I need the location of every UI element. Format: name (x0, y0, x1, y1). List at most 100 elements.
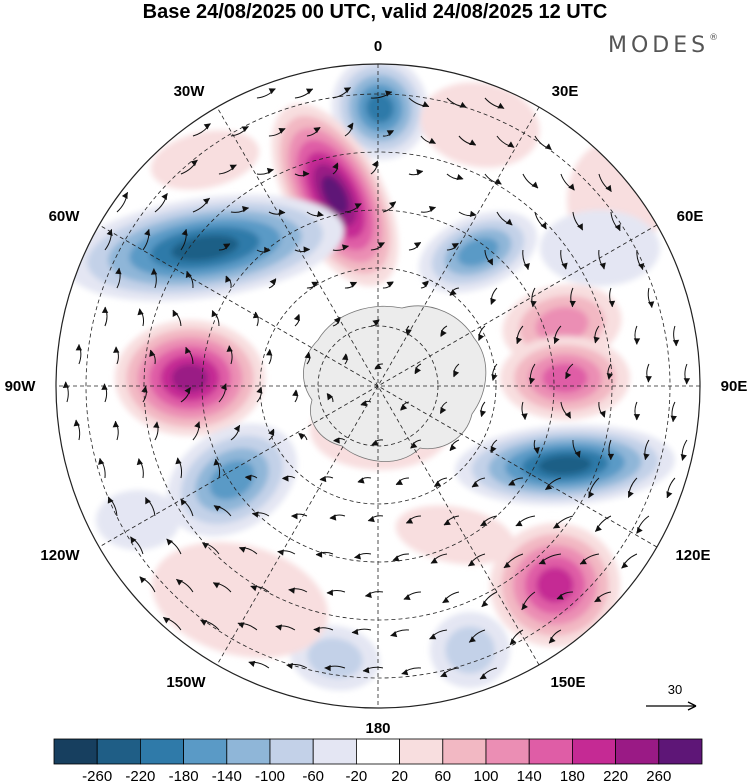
streamline (294, 314, 300, 327)
arrowhead-icon (545, 483, 553, 490)
arrowhead-icon (599, 410, 606, 418)
lon-label-90e: 90E (721, 378, 748, 395)
arrowhead-icon (303, 246, 310, 253)
arrowhead-icon (605, 184, 612, 192)
arrowhead-icon (292, 389, 299, 397)
lon-label-150e: 150E (550, 674, 585, 691)
arrowhead-icon (444, 519, 451, 526)
arrowhead-icon (324, 664, 331, 672)
arrowhead-icon (372, 319, 380, 326)
lon-label-90w: 90W (5, 378, 37, 395)
arrowhead-icon (450, 444, 457, 451)
arrowhead-icon (213, 459, 220, 466)
arrowhead-icon (528, 377, 536, 385)
arrowhead-icon (166, 538, 173, 546)
arrowhead-icon (130, 536, 137, 544)
arrowhead-icon (343, 87, 351, 94)
arrowhead-icon (106, 229, 113, 236)
map-boundary (55, 63, 701, 709)
arrowhead-icon (202, 198, 210, 205)
arrowhead-icon (530, 300, 537, 308)
arrowhead-icon (429, 633, 437, 640)
arrowhead-icon (553, 337, 560, 344)
arrowhead-icon (539, 558, 546, 565)
lon-label-60w: 60W (49, 208, 81, 225)
arrowhead-icon (101, 383, 108, 390)
lon-label-30w: 30W (174, 83, 206, 100)
arrowhead-icon (680, 454, 687, 461)
arrowhead-icon (239, 546, 246, 553)
arrowhead-icon (150, 268, 158, 275)
arrowhead-icon (430, 557, 438, 564)
arrowhead-icon (390, 631, 398, 638)
streamline (440, 325, 448, 337)
arrowhead-icon (523, 263, 530, 270)
arrowhead-icon (351, 628, 359, 636)
arrowhead-icon (377, 242, 385, 249)
arrowhead-icon (268, 429, 275, 436)
arrowhead-icon (107, 496, 114, 504)
colorbar-cell (226, 738, 271, 765)
arrowhead-icon (683, 378, 691, 385)
arrowhead-icon (200, 620, 208, 626)
arrowhead-icon (163, 617, 170, 624)
arrowhead-icon (354, 203, 362, 210)
arrowhead-icon (451, 243, 459, 249)
arrowhead-icon (422, 101, 430, 108)
brand-text: MODES (608, 33, 710, 58)
arrowhead-icon (161, 193, 168, 201)
reference-vector: 30 (646, 682, 697, 711)
arrowhead-icon (277, 549, 284, 556)
colorbar-cell (96, 738, 141, 765)
arrowhead-icon (237, 622, 245, 629)
arrowhead-icon (544, 143, 552, 150)
arrowhead-icon (478, 333, 485, 341)
positive-anomaly-contour (171, 363, 209, 393)
arrowhead-icon (332, 162, 339, 170)
arrowhead-icon (480, 520, 488, 527)
arrowhead-icon (469, 139, 476, 146)
antarctica-landmass (303, 305, 487, 462)
arrowhead-icon (413, 242, 421, 249)
arrowhead-icon (141, 386, 148, 393)
arrowhead-icon (416, 169, 423, 176)
arrowhead-icon (515, 337, 523, 344)
arrowhead-icon (491, 374, 498, 381)
arrowhead-icon (184, 387, 191, 395)
streamline (382, 281, 394, 289)
arrowhead-icon (614, 224, 621, 231)
arrowhead-icon (288, 587, 295, 594)
streamline (332, 162, 339, 175)
streamline (371, 439, 384, 446)
arrowhead-icon (568, 183, 575, 191)
arrowhead-icon (194, 421, 201, 429)
arrowhead-icon (531, 181, 539, 189)
arrowhead-icon (245, 474, 252, 481)
arrowhead-icon (233, 425, 240, 432)
arrowhead-icon (521, 413, 528, 420)
arrowhead-icon (636, 526, 643, 534)
arrowhead-icon (229, 164, 237, 171)
arrowhead-icon (293, 314, 300, 321)
arrowhead-icon (313, 626, 320, 633)
colorbar-tick-label: 140 (517, 768, 542, 783)
colorbar-cell (615, 738, 660, 765)
arrowhead-icon (223, 243, 230, 250)
colorbar-tick-label: 180 (560, 768, 585, 783)
wind-streamlines (62, 87, 691, 680)
colorbar-tick-label: -20 (346, 768, 368, 783)
colorbar-cell (139, 738, 184, 765)
positive-anomaly-contour (535, 306, 589, 344)
arrowhead-icon (252, 511, 259, 518)
arrowhead-icon (392, 555, 400, 562)
negative-anomaly-contour (171, 235, 239, 261)
arrowhead-icon (341, 353, 349, 360)
colorbar-tick-label: -60 (302, 768, 324, 783)
arrowhead-icon (580, 558, 587, 565)
arrowhead-icon (368, 516, 375, 523)
colorbar-cell (442, 738, 487, 765)
arrowhead-icon (574, 450, 581, 458)
lon-label-30e: 30E (552, 83, 579, 100)
arrowhead-icon (278, 209, 286, 216)
